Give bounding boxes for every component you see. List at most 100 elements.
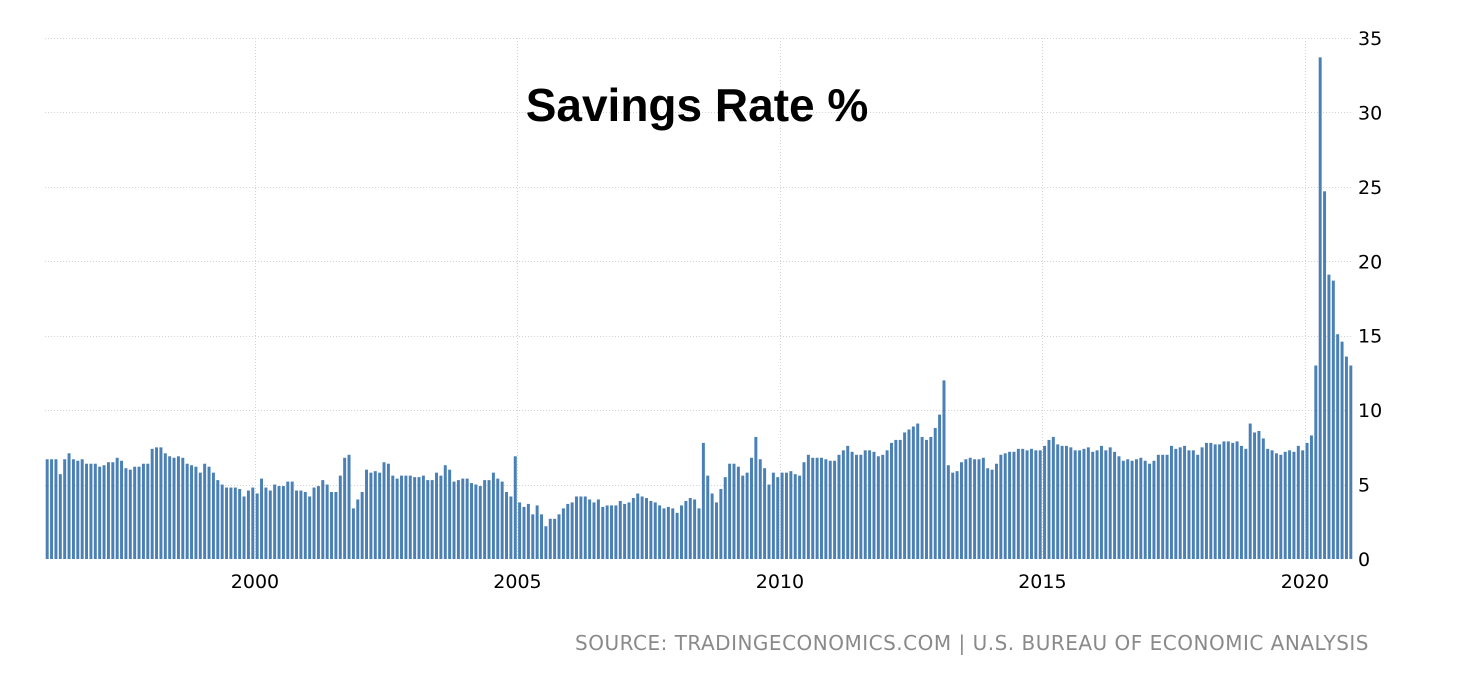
bar xyxy=(1314,365,1318,559)
bar xyxy=(76,460,80,559)
bar xyxy=(806,454,810,559)
bar xyxy=(570,502,574,559)
bar xyxy=(102,465,106,559)
bar xyxy=(684,500,688,559)
bar xyxy=(198,472,202,559)
bar xyxy=(588,499,592,559)
bar xyxy=(693,499,697,559)
bar xyxy=(1047,439,1051,559)
bar xyxy=(465,478,469,559)
bar xyxy=(1008,451,1012,559)
bar xyxy=(903,432,907,559)
bar xyxy=(1257,430,1261,559)
bar xyxy=(452,481,456,559)
bar xyxy=(1309,435,1313,559)
bar xyxy=(338,475,342,559)
bar xyxy=(548,518,552,559)
bar xyxy=(303,492,307,559)
bar xyxy=(767,484,771,559)
bar xyxy=(990,469,994,559)
bar xyxy=(98,466,102,559)
bar xyxy=(391,475,395,559)
bar xyxy=(1051,436,1055,559)
bar xyxy=(1187,450,1191,559)
bar xyxy=(531,514,535,559)
bar xyxy=(741,475,745,559)
bar xyxy=(1095,450,1099,559)
bar xyxy=(688,497,692,559)
bar xyxy=(509,496,513,559)
bar xyxy=(439,475,443,559)
bar xyxy=(920,436,924,559)
bar xyxy=(833,460,837,559)
bar xyxy=(190,465,194,559)
x-axis-ticks: 2000 2005 2010 2015 2020 xyxy=(231,571,1329,593)
bar xyxy=(1130,460,1134,559)
bar xyxy=(938,414,942,559)
bar xyxy=(1270,450,1274,559)
bar xyxy=(1174,448,1178,559)
bar xyxy=(981,457,985,559)
y-tick-label: 15 xyxy=(1358,326,1382,348)
bar xyxy=(1340,341,1344,559)
bar xyxy=(605,505,609,559)
bar xyxy=(859,454,863,559)
bar xyxy=(1060,445,1064,559)
bar xyxy=(63,459,67,559)
bar xyxy=(483,480,487,559)
bar xyxy=(386,463,390,559)
y-tick-label: 0 xyxy=(1358,549,1370,571)
bar xyxy=(933,428,937,559)
bar xyxy=(277,486,281,559)
bar xyxy=(1266,448,1270,559)
bar xyxy=(395,478,399,559)
y-tick-label: 25 xyxy=(1358,177,1382,199)
bar xyxy=(1025,450,1029,559)
bar xyxy=(675,512,679,559)
bar xyxy=(1196,454,1200,559)
bar xyxy=(889,442,893,559)
bar xyxy=(841,450,845,559)
bar xyxy=(233,487,237,559)
bar xyxy=(631,497,635,559)
bar xyxy=(1200,447,1204,559)
bar xyxy=(1183,445,1187,559)
bar xyxy=(780,472,784,559)
bar xyxy=(461,478,465,559)
bar xyxy=(627,502,631,559)
bar xyxy=(246,490,250,559)
y-tick-label: 10 xyxy=(1358,400,1382,422)
bar xyxy=(1283,451,1287,559)
bar xyxy=(505,492,508,559)
bar xyxy=(697,508,701,559)
bar xyxy=(408,475,412,559)
bar xyxy=(1126,459,1130,559)
bar xyxy=(155,447,159,559)
bar xyxy=(553,518,557,559)
bar xyxy=(916,423,920,559)
bar xyxy=(1344,356,1348,559)
bar xyxy=(837,454,841,559)
bar xyxy=(929,436,933,559)
bar xyxy=(618,500,622,559)
bar xyxy=(1016,448,1020,559)
bar xyxy=(1213,444,1217,559)
bar xyxy=(1056,444,1060,559)
bar xyxy=(968,457,972,559)
bar xyxy=(715,502,718,559)
bar xyxy=(435,472,439,559)
x-tick-label: 2000 xyxy=(231,571,279,593)
bar xyxy=(994,463,998,559)
bar xyxy=(325,484,329,559)
bar xyxy=(290,481,294,559)
bar xyxy=(413,477,417,559)
bar xyxy=(268,490,272,559)
bar xyxy=(745,472,749,559)
bar xyxy=(785,472,788,559)
bar xyxy=(1239,445,1243,559)
bar xyxy=(207,466,211,559)
y-tick-label: 30 xyxy=(1358,102,1382,124)
bar xyxy=(1226,441,1230,559)
bar xyxy=(662,508,666,559)
bar xyxy=(478,486,482,559)
